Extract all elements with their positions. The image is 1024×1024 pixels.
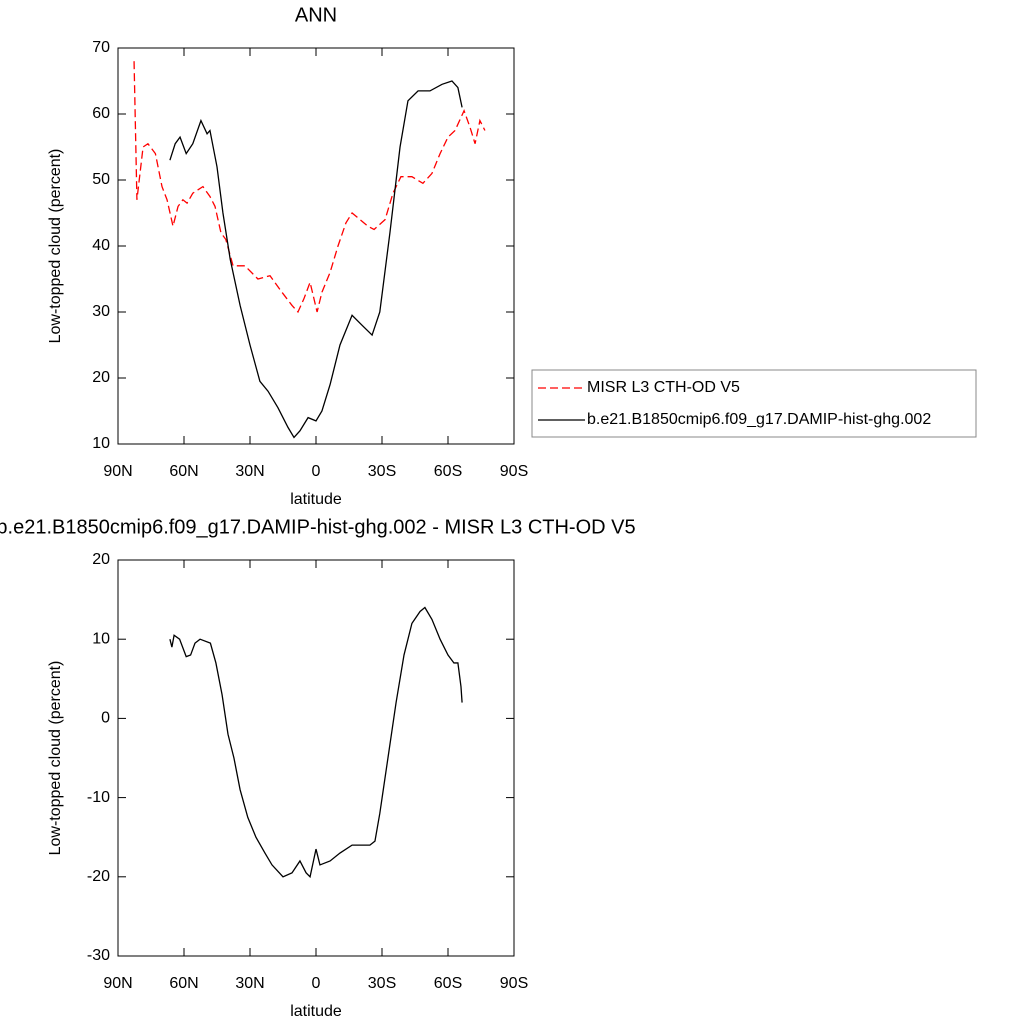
x-axis-label: latitude	[290, 1003, 342, 1020]
legend-label: b.e21.B1850cmip6.f09_g17.DAMIP-hist-ghg.…	[587, 411, 931, 428]
x-tick-label: 30S	[368, 463, 396, 480]
x-tick-label: 30S	[368, 975, 396, 992]
y-tick-label: 20	[92, 551, 110, 568]
y-tick-label: -20	[87, 868, 110, 885]
x-tick-label: 60S	[434, 463, 462, 480]
y-axis-label: Low-topped cloud (percent)	[47, 661, 64, 856]
plot-frame	[117, 559, 515, 957]
y-tick-label: -10	[87, 789, 110, 806]
x-tick-label: 30N	[235, 463, 264, 480]
y-tick-label: 0	[101, 710, 110, 727]
y-tick-label: 10	[92, 435, 110, 452]
y-axis-label: Low-topped cloud (percent)	[47, 149, 64, 344]
series-line	[169, 80, 463, 439]
chart-title: ANN	[295, 4, 337, 26]
y-tick-label: -30	[87, 947, 110, 964]
x-tick-label: 0	[312, 975, 321, 992]
x-tick-label: 90N	[103, 975, 132, 992]
series-line	[133, 61, 486, 314]
x-axis-label: latitude	[290, 491, 342, 508]
x-tick-label: 30N	[235, 975, 264, 992]
y-tick-label: 50	[92, 171, 110, 188]
y-tick-label: 60	[92, 105, 110, 122]
y-tick-label: 30	[92, 303, 110, 320]
chart-title: b.e21.B1850cmip6.f09_g17.DAMIP-hist-ghg.…	[0, 516, 636, 538]
x-tick-label: 60S	[434, 975, 462, 992]
x-tick-label: 90S	[500, 463, 528, 480]
x-tick-label: 90S	[500, 975, 528, 992]
x-tick-label: 60N	[169, 975, 198, 992]
legend-box	[531, 369, 977, 438]
legend-label: MISR L3 CTH-OD V5	[587, 379, 740, 396]
y-tick-label: 70	[92, 39, 110, 56]
series-line	[169, 606, 463, 879]
y-tick-label: 20	[92, 369, 110, 386]
plot-frame	[117, 47, 515, 445]
y-tick-label: 40	[92, 237, 110, 254]
x-tick-label: 0	[312, 463, 321, 480]
y-tick-label: 10	[92, 630, 110, 647]
x-tick-label: 90N	[103, 463, 132, 480]
x-tick-label: 60N	[169, 463, 198, 480]
